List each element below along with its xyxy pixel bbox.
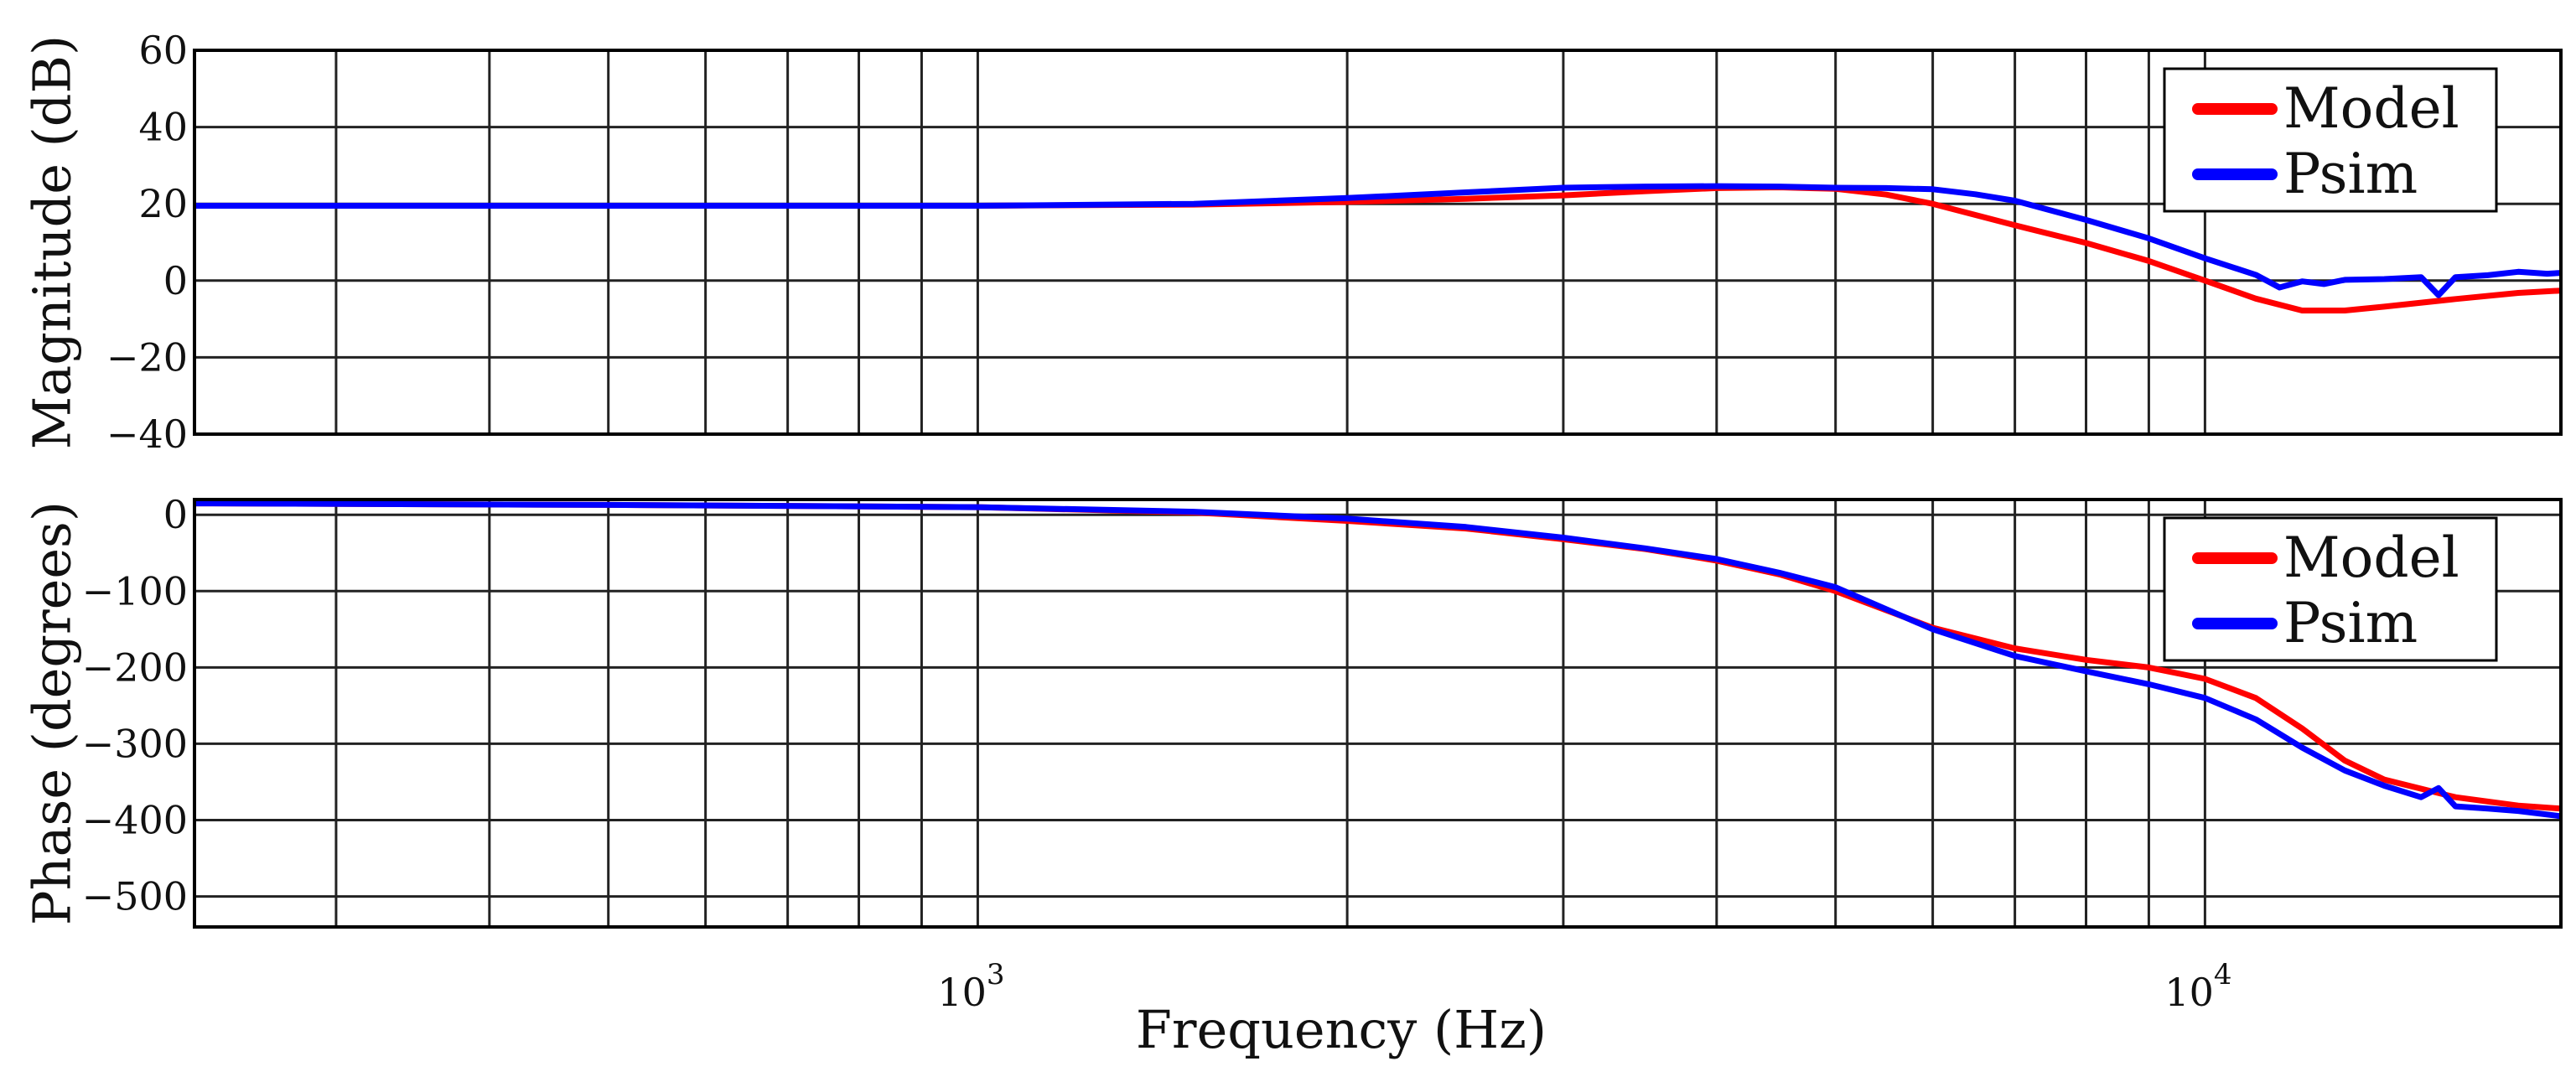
x-axis-label: Frequency (Hz) bbox=[1136, 999, 1547, 1060]
phase-panel: 0 −100 −200 −300 −400 −500 103 104 Phase (degr… bbox=[22, 492, 2563, 1060]
phase-y-ticks: 0 −100 −200 −300 −400 −500 bbox=[82, 492, 188, 919]
magnitude-legend-psim-label: Psim bbox=[2283, 142, 2418, 206]
phase-x-ticks: 103 104 bbox=[937, 958, 2231, 1015]
phase-legend: Model Psim bbox=[2163, 516, 2498, 662]
magnitude-axes-frame bbox=[193, 49, 2563, 436]
x-tick-label: 103 bbox=[937, 958, 1004, 1015]
y-tick-label: −100 bbox=[82, 568, 188, 613]
phase-axes-frame bbox=[193, 498, 2563, 929]
magnitude-series bbox=[194, 183, 2561, 313]
phase-legend-model-label: Model bbox=[2283, 525, 2459, 590]
magnitude-legend: Model Psim bbox=[2163, 67, 2498, 213]
x-tick-label: 104 bbox=[2164, 958, 2231, 1015]
phase-grid bbox=[194, 500, 2561, 927]
phase-legend-psim-label: Psim bbox=[2283, 591, 2418, 655]
y-tick-label: −500 bbox=[82, 874, 188, 919]
y-tick-label: 0 bbox=[163, 492, 188, 537]
series-line-model bbox=[194, 184, 2561, 313]
phase-series bbox=[194, 500, 2561, 820]
magnitude-y-axis-label: Magnitude (dB) bbox=[22, 35, 83, 449]
y-tick-label: −300 bbox=[82, 721, 188, 766]
y-tick-label: 60 bbox=[138, 28, 188, 73]
series-line-psim bbox=[194, 183, 2561, 298]
y-tick-label: 0 bbox=[163, 258, 188, 303]
magnitude-y-ticks: 60 40 20 0 −20 −40 bbox=[106, 28, 188, 457]
magnitude-panel: 60 40 20 0 −20 −40 Magnitude (dB) Model Psim bbox=[22, 28, 2563, 457]
y-tick-label: −20 bbox=[106, 334, 188, 380]
y-tick-label: −400 bbox=[82, 798, 188, 843]
magnitude-legend-box bbox=[2163, 67, 2498, 213]
y-tick-label: −200 bbox=[82, 645, 188, 690]
phase-y-axis-label: Phase (degrees) bbox=[22, 501, 83, 925]
series-line-psim bbox=[194, 500, 2561, 820]
y-tick-label: 40 bbox=[138, 105, 188, 150]
magnitude-legend-model-label: Model bbox=[2283, 76, 2459, 141]
phase-legend-box bbox=[2163, 516, 2498, 662]
y-tick-label: −40 bbox=[106, 412, 188, 457]
y-tick-label: 20 bbox=[138, 181, 188, 226]
